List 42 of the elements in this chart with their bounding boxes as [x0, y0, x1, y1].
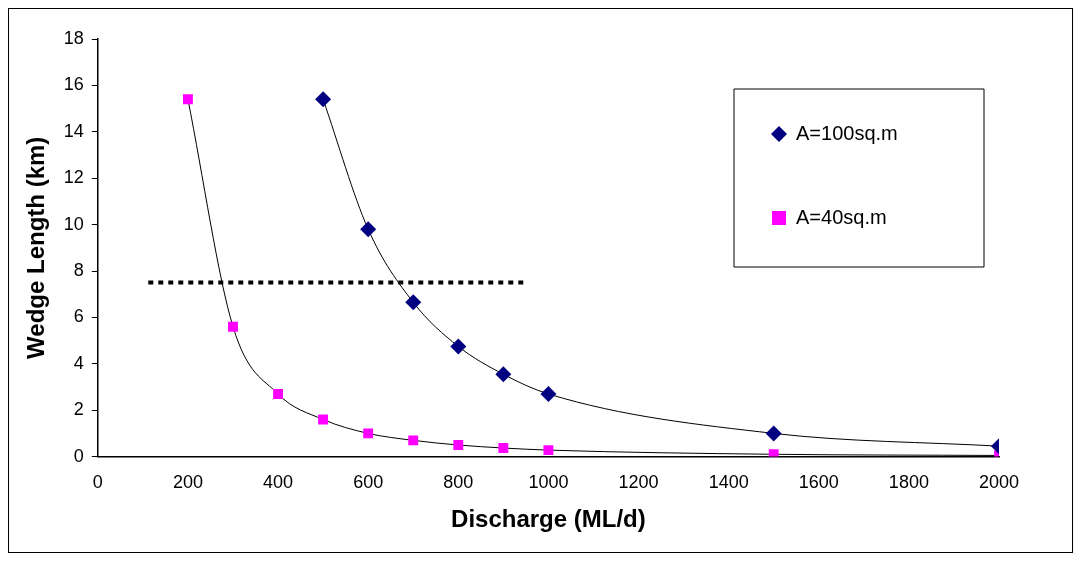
- point: [318, 414, 329, 425]
- point: [315, 91, 332, 108]
- y-tick-label: 16: [63, 74, 84, 95]
- x-tick-label: 1800: [888, 472, 929, 493]
- x-tick-label: 200: [172, 472, 203, 493]
- point: [228, 321, 238, 332]
- point: [405, 294, 422, 311]
- x-tick-label: 800: [443, 472, 474, 493]
- x-tick-label: 2000: [978, 472, 1020, 493]
- x-tick-label: 1000: [528, 472, 569, 493]
- y-tick-label: 2: [73, 399, 84, 420]
- point: [450, 338, 467, 355]
- y-tick-label: 4: [73, 352, 84, 373]
- y-tick-label: 10: [63, 213, 84, 234]
- point: [495, 366, 512, 383]
- x-tick-label: 1400: [708, 472, 749, 493]
- point: [768, 449, 779, 457]
- y-tick-label: 8: [73, 259, 84, 280]
- x-tick-label: 600: [353, 472, 384, 493]
- y-axis-title: Wedge Length (km): [22, 136, 50, 359]
- point: [543, 445, 554, 456]
- point: [273, 389, 284, 399]
- point: [408, 435, 419, 446]
- legend-label: A=40sq.m: [796, 205, 887, 228]
- point: [360, 221, 377, 238]
- y-tick-label: 12: [63, 167, 84, 188]
- x-axis-title: Discharge (ML/d): [451, 505, 646, 533]
- x-tick-label: 400: [263, 472, 294, 493]
- x-tick-label: 1600: [798, 472, 839, 493]
- y-tick-label: 18: [63, 27, 84, 48]
- point: [540, 385, 557, 402]
- point: [363, 428, 374, 439]
- x-tick-label: 0: [92, 472, 103, 493]
- point: [498, 443, 509, 453]
- legend-label: A=100sq.m: [796, 121, 898, 144]
- x-tick-label: 1200: [618, 472, 659, 493]
- y-tick-label: 0: [73, 445, 84, 466]
- point: [453, 440, 464, 450]
- point: [765, 425, 782, 442]
- y-tick-label: 14: [63, 120, 84, 141]
- y-tick-label: 6: [73, 306, 84, 327]
- point: [182, 94, 193, 105]
